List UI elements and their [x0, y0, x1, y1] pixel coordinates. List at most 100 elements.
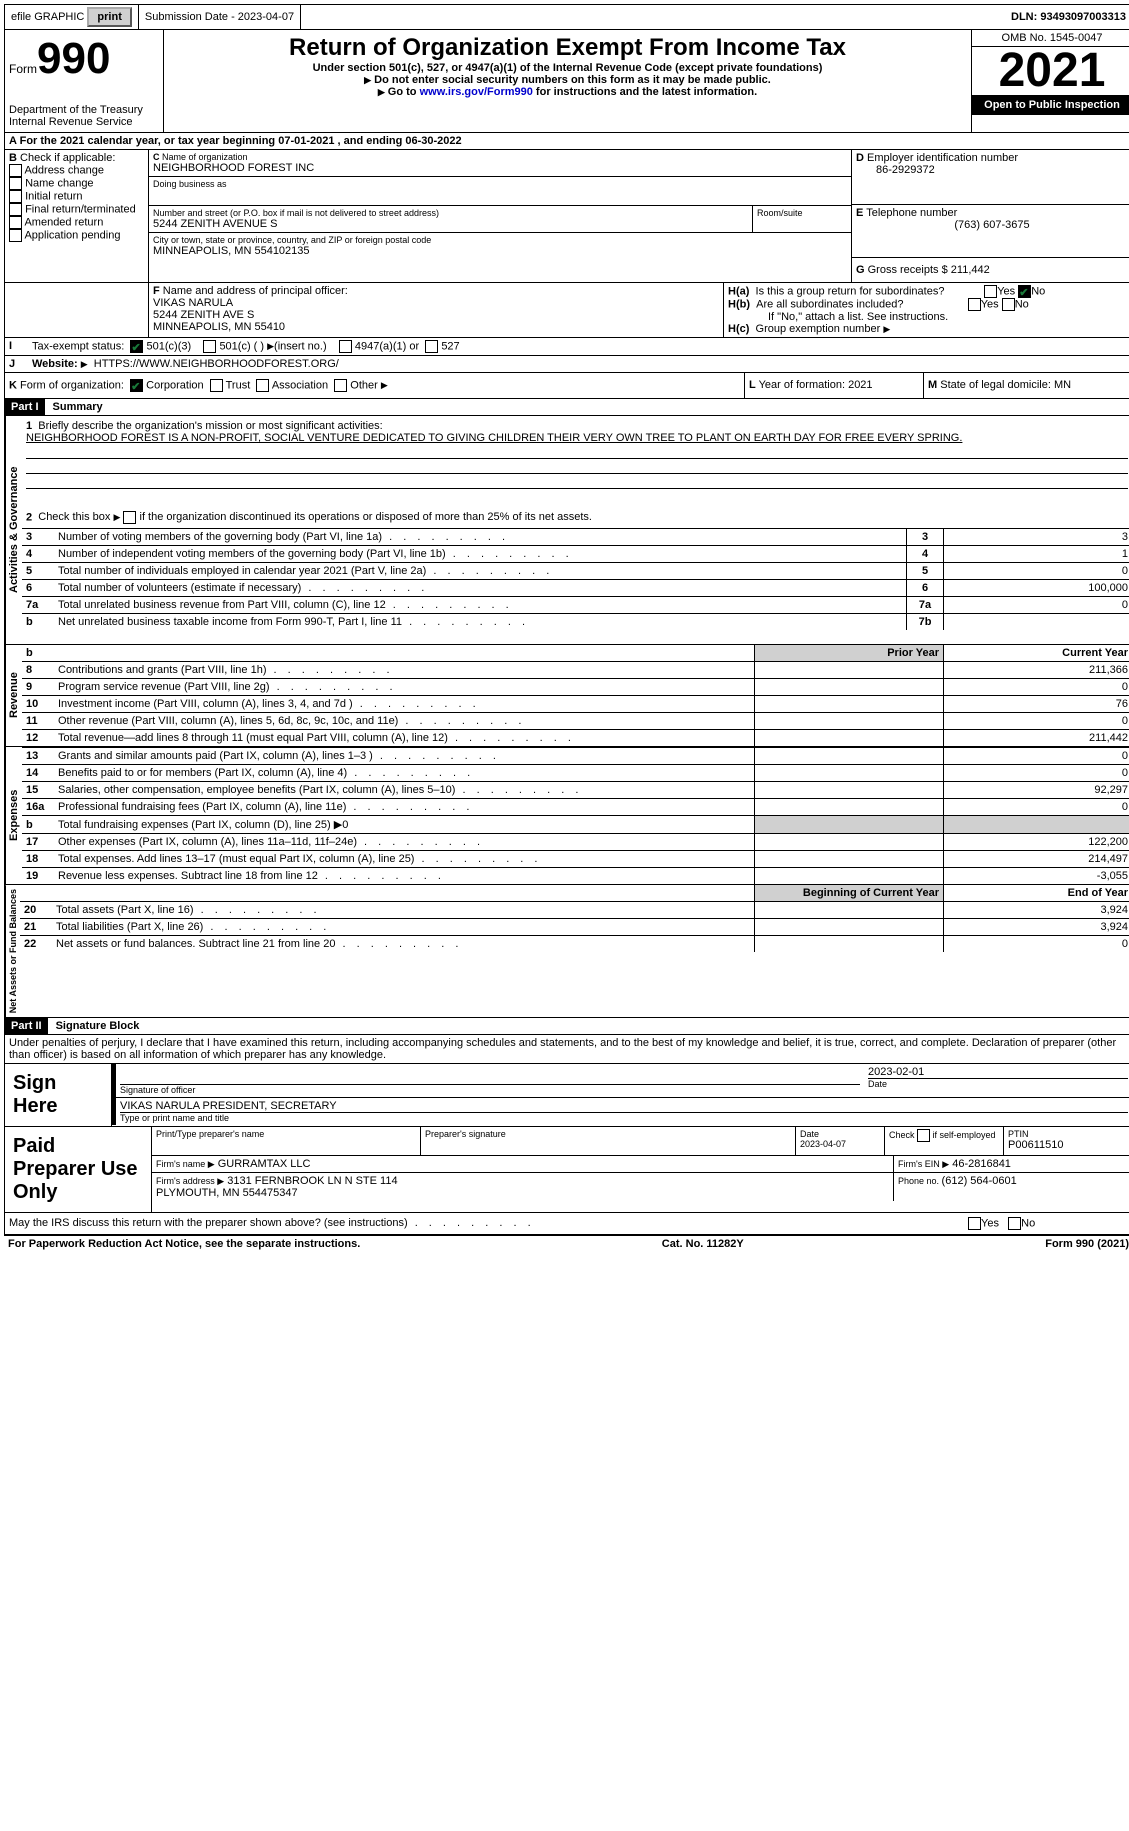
- footer-left: For Paperwork Reduction Act Notice, see …: [8, 1238, 360, 1250]
- footer-right: Form 990 (2021): [1045, 1238, 1129, 1250]
- no-ssn-note: Do not enter social security numbers on …: [168, 74, 967, 86]
- name-change: Name change: [25, 177, 94, 189]
- revenue-block: Revenue b Prior Year Current Year 8Contr…: [4, 645, 1129, 747]
- vert-expenses: Expenses: [5, 747, 22, 884]
- vert-governance: Activities & Governance: [5, 416, 22, 644]
- netassets-table: Beginning of Current Year End of Year 20…: [20, 885, 1129, 952]
- hb-note: If "No," attach a list. See instructions…: [728, 311, 1128, 323]
- form-org-label: Form of organization:: [20, 379, 124, 391]
- date-label: Date: [868, 1078, 1128, 1089]
- hb-label: Are all subordinates included?: [756, 298, 903, 310]
- 501c3-check: [130, 340, 143, 353]
- part2-label: Part II: [5, 1018, 48, 1034]
- discuss-text: May the IRS discuss this return with the…: [9, 1217, 408, 1229]
- typed-name-label: Type or print name and title: [120, 1112, 1128, 1123]
- expenses-table: 13Grants and similar amounts paid (Part …: [22, 747, 1129, 884]
- expenses-block: Expenses 13Grants and similar amounts pa…: [4, 747, 1129, 885]
- dln: DLN: 93493097003313: [1005, 5, 1129, 29]
- q1-label: Briefly describe the organization's miss…: [38, 420, 382, 432]
- sign-here-block: Sign Here Signature of officer 2023-02-0…: [4, 1064, 1129, 1127]
- city: MINNEAPOLIS, MN 554102135: [153, 245, 847, 257]
- officer-name: VIKAS NARULA: [153, 297, 719, 309]
- corp-check: [130, 379, 143, 392]
- klm-row: K Form of organization: Corporation Trus…: [4, 373, 1129, 399]
- gross-label: Gross receipts $: [868, 264, 948, 276]
- prep-name-label: Print/Type preparer's name: [156, 1129, 416, 1139]
- sig-officer-label: Signature of officer: [120, 1084, 860, 1095]
- firm-name-label: Firm's name: [156, 1159, 208, 1169]
- vert-netassets: Net Assets or Fund Balances: [5, 885, 20, 1017]
- room-label: Room/suite: [757, 208, 847, 218]
- city-label: City or town, state or province, country…: [153, 235, 847, 245]
- phone-label: Telephone number: [866, 207, 957, 219]
- firm-ein: 46-2816841: [952, 1158, 1011, 1170]
- part1-label: Part I: [5, 399, 45, 415]
- tax-year: 2021: [972, 47, 1129, 95]
- form-number: 990: [37, 34, 110, 83]
- ptin: P00611510: [1008, 1139, 1128, 1151]
- firm-phone-label: Phone no.: [898, 1176, 942, 1186]
- ha-no-check: [1018, 285, 1031, 298]
- officer-street: 5244 ZENITH AVE S: [153, 309, 719, 321]
- part2-header-row: Part II Signature Block: [4, 1018, 1129, 1035]
- mission-text: NEIGHBORHOOD FOREST IS A NON-PROFIT, SOC…: [26, 432, 962, 444]
- footer-mid: Cat. No. 11282Y: [662, 1238, 744, 1250]
- website-row: J Website: HTTPS://WWW.NEIGHBORHOODFORES…: [4, 356, 1129, 373]
- discuss-row: May the IRS discuss this return with the…: [4, 1213, 1129, 1235]
- declaration-text: Under penalties of perjury, I declare th…: [4, 1035, 1129, 1064]
- state-domicile: State of legal domicile: MN: [940, 379, 1071, 391]
- hc-label: Group exemption number: [756, 323, 881, 335]
- submission-date: Submission Date - 2023-04-07: [139, 5, 301, 29]
- officer-label: Name and address of principal officer:: [163, 285, 348, 297]
- street-label: Number and street (or P.O. box if mail i…: [153, 208, 748, 218]
- initial-return: Initial return: [25, 190, 82, 202]
- governance-table: 3Number of voting members of the governi…: [22, 528, 1129, 630]
- firm-name: GURRAMTAX LLC: [218, 1158, 311, 1170]
- paid-preparer-block: Paid Preparer Use Only Print/Type prepar…: [4, 1127, 1129, 1213]
- form-header: Form990 Department of the Treasury Inter…: [4, 30, 1129, 133]
- app-pending: Application pending: [24, 229, 120, 241]
- year-formation: Year of formation: 2021: [759, 379, 873, 391]
- prep-date: Date 2023-04-07: [796, 1127, 885, 1155]
- ein-label: Employer identification number: [867, 152, 1018, 164]
- firm-addr-label: Firm's address: [156, 1176, 217, 1186]
- org-name: NEIGHBORHOOD FOREST INC: [153, 162, 847, 174]
- identity-block: B Check if applicable: Address change Na…: [4, 150, 1129, 283]
- typed-name: VIKAS NARULA PRESIDENT, SECRETARY: [120, 1100, 1128, 1112]
- top-bar: efile GRAPHIC print Submission Date - 20…: [4, 4, 1129, 30]
- tax-status-label: Tax-exempt status:: [32, 340, 124, 352]
- print-button[interactable]: print: [87, 7, 131, 27]
- sig-date: 2023-02-01: [868, 1066, 1128, 1078]
- officer-block: F Name and address of principal officer:…: [4, 283, 1129, 338]
- website-label: Website:: [32, 358, 78, 370]
- efile-label: efile GRAPHIC print: [5, 5, 139, 29]
- street: 5244 ZENITH AVENUE S: [153, 218, 748, 230]
- part1-header-row: Part I Summary: [4, 399, 1129, 416]
- firm-ein-label: Firm's EIN: [898, 1159, 942, 1169]
- q2-text: Check this box if the organization disco…: [38, 511, 592, 523]
- amended-return: Amended return: [24, 216, 103, 228]
- ein: 86-2929372: [856, 164, 1128, 176]
- org-name-label: Name of organization: [162, 152, 248, 162]
- website-url[interactable]: HTTPS://WWW.NEIGHBORHOODFOREST.ORG/: [94, 358, 339, 370]
- part1-body: Activities & Governance 1 Briefly descri…: [4, 416, 1129, 645]
- dba-label: Doing business as: [153, 179, 847, 189]
- vert-revenue: Revenue: [5, 645, 22, 746]
- page-footer: For Paperwork Reduction Act Notice, see …: [4, 1235, 1129, 1252]
- final-return: Final return/terminated: [25, 203, 136, 215]
- tax-period: A For the 2021 calendar year, or tax yea…: [4, 133, 1129, 150]
- ptin-label: PTIN: [1008, 1129, 1128, 1139]
- sign-here-label: Sign Here: [5, 1064, 112, 1126]
- revenue-table: b Prior Year Current Year 8Contributions…: [22, 645, 1129, 746]
- prep-sig-label: Preparer's signature: [425, 1129, 791, 1139]
- ha-label: Is this a group return for subordinates?: [756, 285, 945, 297]
- phone: (763) 607-3675: [856, 219, 1128, 231]
- gross-amount: 211,442: [951, 264, 990, 276]
- go-to-link[interactable]: Go to www.irs.gov/Form990 for instructio…: [168, 86, 967, 98]
- firm-phone: (612) 564-0601: [942, 1175, 1017, 1187]
- netassets-block: Net Assets or Fund Balances Beginning of…: [4, 885, 1129, 1018]
- officer-city: MINNEAPOLIS, MN 55410: [153, 321, 719, 333]
- paid-preparer-label: Paid Preparer Use Only: [5, 1127, 152, 1212]
- dept-label: Department of the Treasury Internal Reve…: [9, 104, 159, 128]
- self-emp: Check if self-employed: [885, 1127, 1004, 1155]
